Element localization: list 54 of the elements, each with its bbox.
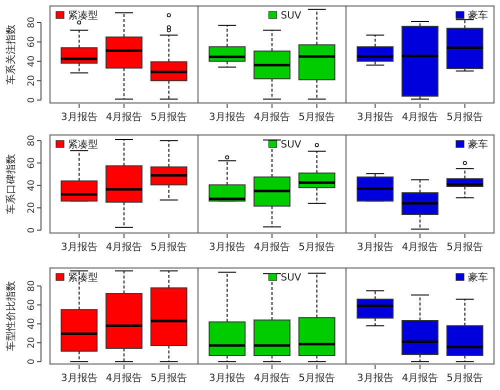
x-tick-label: 4月报告 [254, 241, 290, 253]
legend-label: 豪车 [468, 138, 488, 150]
y-tick-label: 60 [27, 298, 37, 311]
legend-label: 紧凑型 [68, 10, 98, 22]
x-tick-label: 5月报告 [150, 241, 188, 253]
x-tick-label: 5月报告 [298, 111, 336, 123]
x-tick-label: 4月报告 [402, 111, 438, 123]
legend-label: 紧凑型 [68, 272, 98, 284]
y-tick-label: 80 [27, 280, 37, 292]
legend-label: 豪车 [468, 272, 488, 284]
y-tick-label: 0 [27, 227, 37, 234]
x-tick-label: 4月报告 [106, 241, 142, 253]
x-tick-label: 3月报告 [356, 372, 394, 384]
y-tick-label: 80 [27, 134, 37, 146]
y-tick-label: 80 [27, 16, 37, 28]
x-tick-label: 4月报告 [254, 372, 290, 384]
x-tick-label: 3月报告 [356, 111, 394, 123]
y-tick-label: 60 [27, 36, 37, 48]
y-tick-label: 20 [27, 74, 37, 86]
x-tick-label: 5月报告 [298, 241, 336, 253]
x-tick-label: 3月报告 [60, 111, 98, 123]
y-tick-label: 0 [27, 96, 37, 103]
legend-label: SUV [280, 272, 302, 284]
x-tick-label: 5月报告 [446, 241, 484, 253]
y-axis-title: 车系口碑指数 [5, 154, 17, 214]
x-tick-label: 4月报告 [402, 372, 438, 384]
x-tick-label: 3月报告 [60, 372, 98, 384]
legend-label: SUV [280, 10, 302, 22]
legend-label: 紧凑型 [68, 138, 98, 150]
y-axis-title: 车系关注指数 [5, 24, 17, 84]
x-tick-label: 3月报告 [208, 372, 246, 384]
x-tick-label: 5月报告 [298, 372, 336, 384]
y-tick-label: 40 [27, 318, 37, 330]
x-tick-label: 5月报告 [446, 111, 484, 123]
y-tick-label: 0 [27, 358, 37, 365]
y-tick-label: 20 [27, 336, 37, 348]
x-tick-label: 4月报告 [402, 241, 438, 253]
y-tick-label: 20 [27, 202, 37, 214]
x-tick-label: 4月报告 [106, 111, 142, 123]
x-tick-label: 3月报告 [208, 241, 246, 253]
y-tick-label: 40 [27, 55, 37, 68]
legend-label: 豪车 [468, 10, 488, 22]
x-tick-label: 3月报告 [356, 241, 394, 253]
x-tick-label: 4月报告 [106, 372, 142, 384]
y-tick-label: 60 [27, 157, 37, 169]
x-tick-label: 5月报告 [150, 111, 188, 123]
x-tick-label: 5月报告 [446, 372, 484, 384]
legend-label: SUV [280, 140, 302, 150]
y-axis-title: 车型性价比指数 [5, 281, 17, 351]
x-tick-label: 3月报告 [208, 111, 246, 123]
x-tick-label: 5月报告 [150, 372, 188, 384]
x-tick-label: 3月报告 [60, 241, 98, 253]
y-tick-label: 40 [27, 179, 37, 192]
x-tick-label: 4月报告 [254, 111, 290, 123]
